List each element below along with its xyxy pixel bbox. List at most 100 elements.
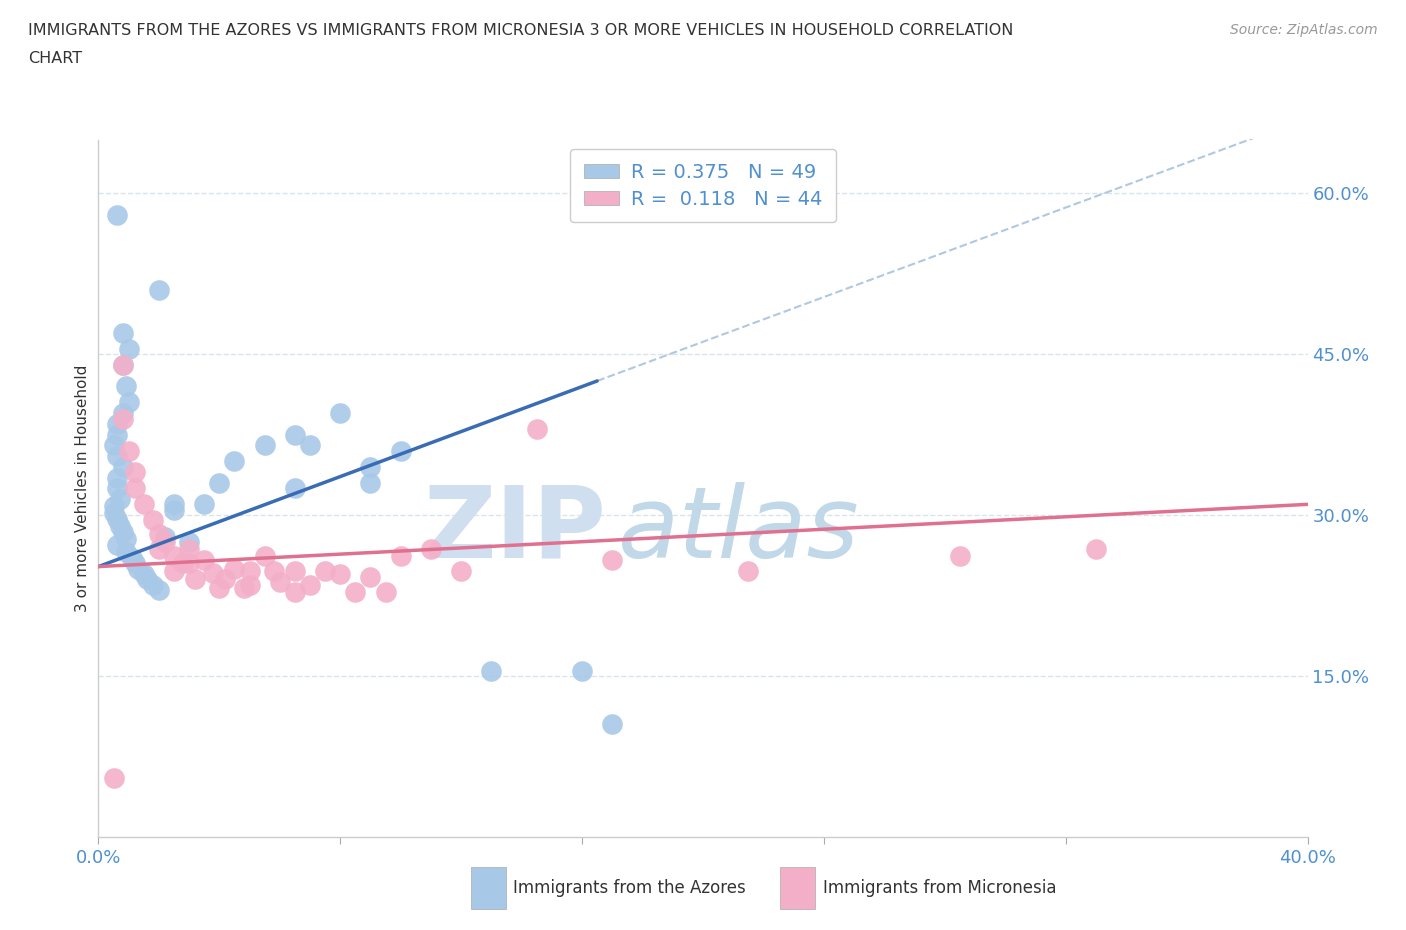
- Point: [132, 497, 155, 512]
- Point: [114, 544, 136, 559]
- Point: [239, 564, 262, 578]
- Point: [284, 564, 307, 578]
- Point: [111, 357, 134, 372]
- Point: [949, 549, 972, 564]
- Point: [177, 556, 201, 571]
- Point: [177, 542, 201, 557]
- Point: [602, 717, 624, 732]
- Point: [148, 283, 170, 298]
- Point: [108, 518, 131, 533]
- Point: [163, 549, 186, 564]
- Point: [135, 572, 157, 587]
- Point: [329, 566, 352, 581]
- Point: [111, 525, 134, 539]
- Point: [124, 481, 146, 496]
- Point: [105, 481, 128, 496]
- Legend: R = 0.375   N = 49, R =  0.118   N = 44: R = 0.375 N = 49, R = 0.118 N = 44: [571, 149, 835, 222]
- Point: [163, 502, 186, 517]
- Point: [163, 497, 186, 512]
- Point: [111, 326, 134, 340]
- Point: [389, 444, 412, 458]
- Point: [193, 497, 215, 512]
- Point: [118, 444, 141, 458]
- Point: [105, 448, 128, 463]
- Point: [299, 438, 322, 453]
- Point: [253, 549, 276, 564]
- Point: [214, 572, 236, 587]
- Point: [105, 538, 128, 552]
- Point: [118, 395, 141, 410]
- Point: [284, 481, 307, 496]
- Point: [184, 572, 207, 587]
- Point: [344, 585, 367, 600]
- Point: [481, 663, 503, 678]
- Point: [419, 542, 441, 557]
- Point: [163, 564, 186, 578]
- Point: [153, 529, 176, 544]
- Point: [118, 341, 141, 356]
- Point: [269, 574, 291, 589]
- Point: [1085, 542, 1108, 557]
- Point: [105, 470, 128, 485]
- Point: [263, 564, 285, 578]
- Point: [111, 357, 134, 372]
- Point: [450, 564, 472, 578]
- Point: [124, 556, 146, 571]
- Point: [105, 512, 128, 526]
- Point: [208, 475, 231, 490]
- Point: [108, 492, 131, 507]
- Point: [148, 583, 170, 598]
- Point: [103, 506, 125, 521]
- Text: atlas: atlas: [619, 482, 860, 578]
- Point: [284, 585, 307, 600]
- Point: [111, 411, 134, 426]
- Point: [105, 427, 128, 442]
- Point: [253, 438, 276, 453]
- Text: Source: ZipAtlas.com: Source: ZipAtlas.com: [1230, 23, 1378, 37]
- Y-axis label: 3 or more Vehicles in Household: 3 or more Vehicles in Household: [75, 365, 90, 612]
- Text: Immigrants from Micronesia: Immigrants from Micronesia: [823, 879, 1056, 897]
- Point: [193, 552, 215, 567]
- Text: ZIP: ZIP: [423, 482, 606, 578]
- Point: [177, 535, 201, 550]
- Point: [374, 585, 396, 600]
- Point: [299, 578, 322, 592]
- Point: [224, 562, 246, 577]
- Text: CHART: CHART: [28, 51, 82, 66]
- Point: [360, 475, 382, 490]
- Point: [202, 565, 225, 580]
- Point: [208, 580, 231, 595]
- Point: [148, 542, 170, 557]
- Point: [602, 552, 624, 567]
- Point: [114, 379, 136, 393]
- Point: [526, 422, 548, 437]
- Point: [232, 580, 254, 595]
- Point: [103, 499, 125, 514]
- Point: [142, 513, 165, 528]
- Point: [142, 578, 165, 592]
- Point: [314, 564, 336, 578]
- Text: Immigrants from the Azores: Immigrants from the Azores: [513, 879, 747, 897]
- Point: [105, 207, 128, 222]
- Point: [132, 566, 155, 581]
- Point: [389, 549, 412, 564]
- Point: [571, 663, 593, 678]
- Point: [360, 570, 382, 585]
- Point: [239, 578, 262, 592]
- Point: [172, 556, 194, 571]
- Point: [127, 562, 149, 577]
- Point: [148, 527, 170, 542]
- Point: [111, 459, 134, 474]
- Point: [121, 551, 143, 565]
- Point: [124, 465, 146, 480]
- Point: [105, 417, 128, 432]
- Point: [153, 535, 176, 550]
- Point: [224, 454, 246, 469]
- Point: [284, 427, 307, 442]
- Point: [114, 531, 136, 546]
- Point: [111, 405, 134, 420]
- Point: [329, 405, 352, 420]
- Point: [103, 438, 125, 453]
- Point: [103, 771, 125, 786]
- Point: [737, 564, 759, 578]
